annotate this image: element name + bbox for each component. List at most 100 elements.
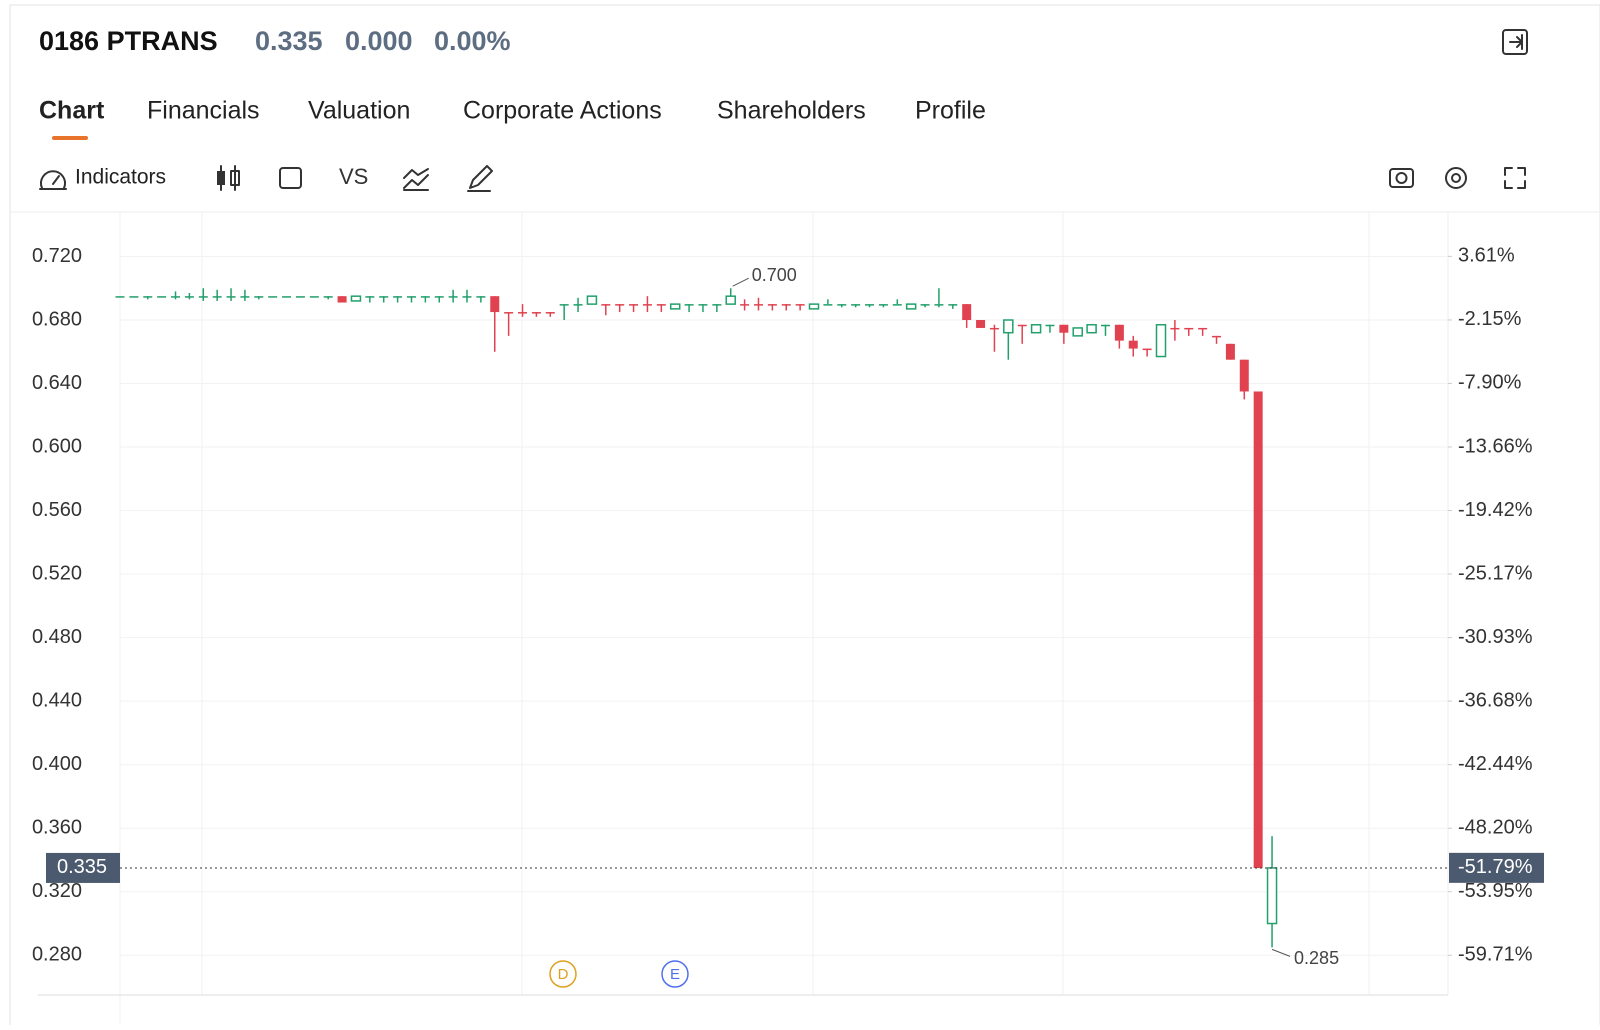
- tab[interactable]: Shareholders: [717, 97, 866, 125]
- y-tick-label: 0.520: [32, 562, 82, 584]
- y2-tick-label: -30.93%: [1458, 626, 1533, 648]
- candle-body: [184, 296, 194, 298]
- y2-tick-label: -48.20%: [1458, 817, 1533, 839]
- symbol: 0186 PTRANS: [39, 26, 218, 56]
- last-price-label: 0.335: [57, 856, 107, 878]
- candle-body: [767, 304, 777, 306]
- screenshot-button[interactable]: [1389, 168, 1414, 188]
- y2-tick-label: -2.15%: [1458, 308, 1522, 330]
- y2-tick-label: -13.66%: [1458, 435, 1533, 457]
- candle-body: [393, 296, 403, 298]
- y-tick-label: 0.360: [32, 817, 82, 839]
- candle-body: [1017, 324, 1027, 327]
- y-tick-label: 0.560: [32, 499, 82, 521]
- candle-body: [1198, 327, 1208, 330]
- candle-body: [1170, 327, 1180, 330]
- candle-body: [129, 296, 139, 298]
- tab[interactable]: Valuation: [308, 97, 410, 125]
- y-tick-label: 0.320: [32, 880, 82, 902]
- candle-body: [1266, 867, 1278, 925]
- candle-body: [531, 312, 541, 314]
- drawing-box-button[interactable]: [279, 167, 302, 189]
- y2-tick-label: -59.71%: [1458, 944, 1533, 966]
- compare-button[interactable]: VS: [339, 164, 368, 189]
- candle-body: [781, 304, 791, 306]
- settings-button[interactable]: [1445, 167, 1467, 189]
- candle-body: [712, 304, 722, 306]
- candle-body: [323, 296, 333, 298]
- candle-body: [365, 296, 375, 298]
- y-tick-label: 0.720: [32, 245, 82, 267]
- indicators-button[interactable]: Indicators: [39, 166, 166, 190]
- y2-tick-label: -7.90%: [1458, 372, 1522, 394]
- high-pointer: [732, 277, 749, 287]
- tab-underline: [52, 136, 88, 140]
- candle-body: [1003, 319, 1014, 334]
- low-pointer: [1271, 948, 1291, 957]
- y-tick-label: 0.440: [32, 689, 82, 711]
- event-marker[interactable]: [661, 960, 689, 988]
- candle-body: [808, 303, 820, 310]
- y2-tick-label: -42.44%: [1458, 753, 1533, 775]
- tab[interactable]: Profile: [915, 97, 986, 125]
- candle-body: [1142, 348, 1152, 351]
- candle-body: [586, 295, 598, 305]
- candle-body: [212, 296, 222, 298]
- candle-body: [615, 304, 625, 306]
- collapse-button[interactable]: [1502, 29, 1528, 55]
- candle-body: [837, 304, 847, 306]
- event-marker[interactable]: [549, 960, 577, 988]
- tab[interactable]: Chart: [39, 97, 105, 125]
- candle-body: [601, 304, 611, 306]
- candle-body: [559, 304, 569, 306]
- candle-body: [1100, 324, 1110, 327]
- candle-body: [350, 295, 362, 302]
- indicators-label: Indicators: [75, 166, 166, 189]
- candle-body: [1045, 324, 1055, 327]
- candle-body: [268, 296, 278, 298]
- candle-body: [962, 304, 972, 320]
- y2-tick-label: -25.17%: [1458, 562, 1533, 584]
- candle-body: [1253, 391, 1263, 868]
- candle-body: [337, 296, 347, 303]
- candle-body: [629, 304, 639, 306]
- candle-body: [851, 304, 861, 306]
- y-tick-label: 0.680: [32, 308, 82, 330]
- candle-body: [573, 304, 583, 306]
- candle-body: [420, 296, 430, 298]
- candle-body: [1128, 340, 1138, 349]
- candle-body: [989, 327, 999, 330]
- candle-body: [1030, 324, 1042, 334]
- candle-body: [282, 296, 292, 298]
- fullscreen-button[interactable]: [1504, 167, 1526, 189]
- candle-body: [795, 304, 805, 306]
- candle-body: [226, 296, 236, 298]
- candle-body: [642, 304, 652, 306]
- change-pct: 0.00%: [434, 26, 511, 56]
- candle-type-button[interactable]: [217, 165, 240, 191]
- candle-body: [740, 304, 750, 306]
- candle-body: [406, 296, 416, 298]
- candle-body: [669, 303, 681, 310]
- candle-body: [753, 304, 763, 306]
- y2-tick-label: 3.61%: [1458, 245, 1515, 267]
- candle-body: [823, 304, 833, 306]
- candle-body: [143, 296, 153, 298]
- candle-body: [725, 295, 736, 305]
- time-grid: [119, 212, 1370, 1025]
- event-label: E: [670, 966, 680, 983]
- candle-body: [948, 304, 958, 306]
- event-label: D: [558, 966, 569, 983]
- tab[interactable]: Corporate Actions: [463, 97, 662, 125]
- candle-body: [865, 304, 875, 306]
- candle-body: [504, 312, 514, 314]
- y-tick-label: 0.400: [32, 753, 82, 775]
- chart-style-button[interactable]: [403, 168, 429, 191]
- candle-body: [1072, 327, 1083, 337]
- tab[interactable]: Financials: [147, 97, 260, 125]
- candle-body: [254, 296, 264, 298]
- draw-button[interactable]: [467, 165, 493, 192]
- candle-body: [1114, 324, 1124, 341]
- candle-body: [1225, 343, 1235, 360]
